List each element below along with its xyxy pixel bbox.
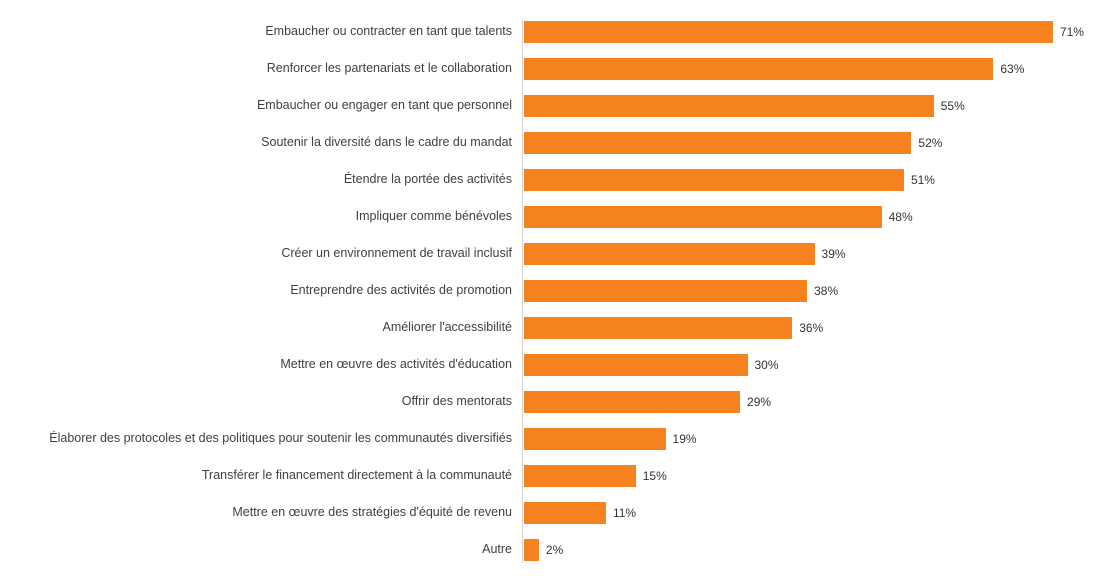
- bar: [524, 317, 793, 339]
- bar-track: 63%: [523, 51, 1120, 88]
- category-label: Créer un environnement de travail inclus…: [281, 246, 512, 261]
- value-label: 48%: [888, 210, 913, 224]
- bar-track: 29%: [523, 384, 1120, 421]
- chart-row: Soutenir la diversité dans le cadre du m…: [0, 125, 1120, 162]
- bar-track: 48%: [523, 199, 1120, 236]
- value-label: 38%: [814, 284, 839, 298]
- bar: [524, 280, 808, 302]
- chart-row: Étendre la portée des activités 51%: [0, 162, 1120, 199]
- value-label: 52%: [918, 136, 943, 150]
- bar-track: 2%: [523, 532, 1120, 569]
- bar: [524, 58, 994, 80]
- category-label: Autre: [482, 542, 512, 557]
- bar-track: 30%: [523, 347, 1120, 384]
- value-label: 63%: [1000, 62, 1025, 76]
- category-label: Renforcer les partenariats et le collabo…: [266, 61, 512, 76]
- value-label: 36%: [799, 321, 824, 335]
- value-label: 19%: [672, 432, 697, 446]
- category-label: Entreprendre des activités de promotion: [290, 283, 512, 298]
- category-label: Transférer le financement directement à …: [201, 468, 512, 483]
- bar-track: 15%: [523, 458, 1120, 495]
- chart-row: Embaucher ou contracter en tant que tale…: [0, 14, 1120, 51]
- bar: [524, 428, 666, 450]
- bar: [524, 465, 636, 487]
- bar-track: 55%: [523, 88, 1120, 125]
- bar: [524, 95, 934, 117]
- value-label: 39%: [821, 247, 846, 261]
- chart-row: Élaborer des protocoles et des politique…: [0, 421, 1120, 458]
- bar-track: 51%: [523, 162, 1120, 199]
- category-label: Élaborer des protocoles et des politique…: [49, 431, 512, 446]
- value-label: 51%: [910, 173, 935, 187]
- chart-row: Embaucher ou engager en tant que personn…: [0, 88, 1120, 125]
- bar: [524, 391, 741, 413]
- bar-track: 71%: [523, 14, 1120, 51]
- value-label: 29%: [747, 395, 772, 409]
- chart-plot-area: Embaucher ou contracter en tant que tale…: [0, 14, 1120, 569]
- category-label: Offrir des mentorats: [401, 394, 512, 409]
- bar: [524, 21, 1053, 43]
- chart-row: Renforcer les partenariats et le collabo…: [0, 51, 1120, 88]
- chart-row: Offrir des mentorats 29%: [0, 384, 1120, 421]
- bar-track: 11%: [523, 495, 1120, 532]
- value-label: 30%: [754, 358, 779, 372]
- category-label: Étendre la portée des activités: [343, 172, 512, 187]
- bar-track: 19%: [523, 421, 1120, 458]
- chart-row: Améliorer l'accessibilité 36%: [0, 310, 1120, 347]
- value-label: 2%: [545, 543, 564, 557]
- chart-row: Mettre en œuvre des activités d'éducatio…: [0, 347, 1120, 384]
- bar-track: 38%: [523, 273, 1120, 310]
- bar: [524, 243, 815, 265]
- chart-row: Créer un environnement de travail inclus…: [0, 236, 1120, 273]
- chart-row: Impliquer comme bénévoles 48%: [0, 199, 1120, 236]
- value-label: 15%: [642, 469, 667, 483]
- value-label: 11%: [612, 506, 637, 520]
- chart-row: Transférer le financement directement à …: [0, 458, 1120, 495]
- category-label: Embaucher ou engager en tant que personn…: [256, 98, 512, 113]
- chart-row: Autre 2%: [0, 532, 1120, 569]
- category-label: Mettre en œuvre des stratégies d'équité …: [232, 505, 512, 520]
- bar: [524, 206, 882, 228]
- bar: [524, 539, 539, 561]
- category-label: Soutenir la diversité dans le cadre du m…: [261, 135, 512, 150]
- value-label: 71%: [1059, 25, 1084, 39]
- bar-track: 36%: [523, 310, 1120, 347]
- bar: [524, 169, 904, 191]
- bar-track: 52%: [523, 125, 1120, 162]
- category-label: Améliorer l'accessibilité: [382, 320, 512, 335]
- bar: [524, 502, 606, 524]
- bar-track: 39%: [523, 236, 1120, 273]
- category-label: Impliquer comme bénévoles: [355, 209, 512, 224]
- category-label: Mettre en œuvre des activités d'éducatio…: [280, 357, 512, 372]
- bar: [524, 354, 748, 376]
- y-axis-line: [522, 19, 523, 563]
- chart-row: Entreprendre des activités de promotion …: [0, 273, 1120, 310]
- category-label: Embaucher ou contracter en tant que tale…: [265, 24, 512, 39]
- chart-row: Mettre en œuvre des stratégies d'équité …: [0, 495, 1120, 532]
- value-label: 55%: [940, 99, 965, 113]
- bar: [524, 132, 912, 154]
